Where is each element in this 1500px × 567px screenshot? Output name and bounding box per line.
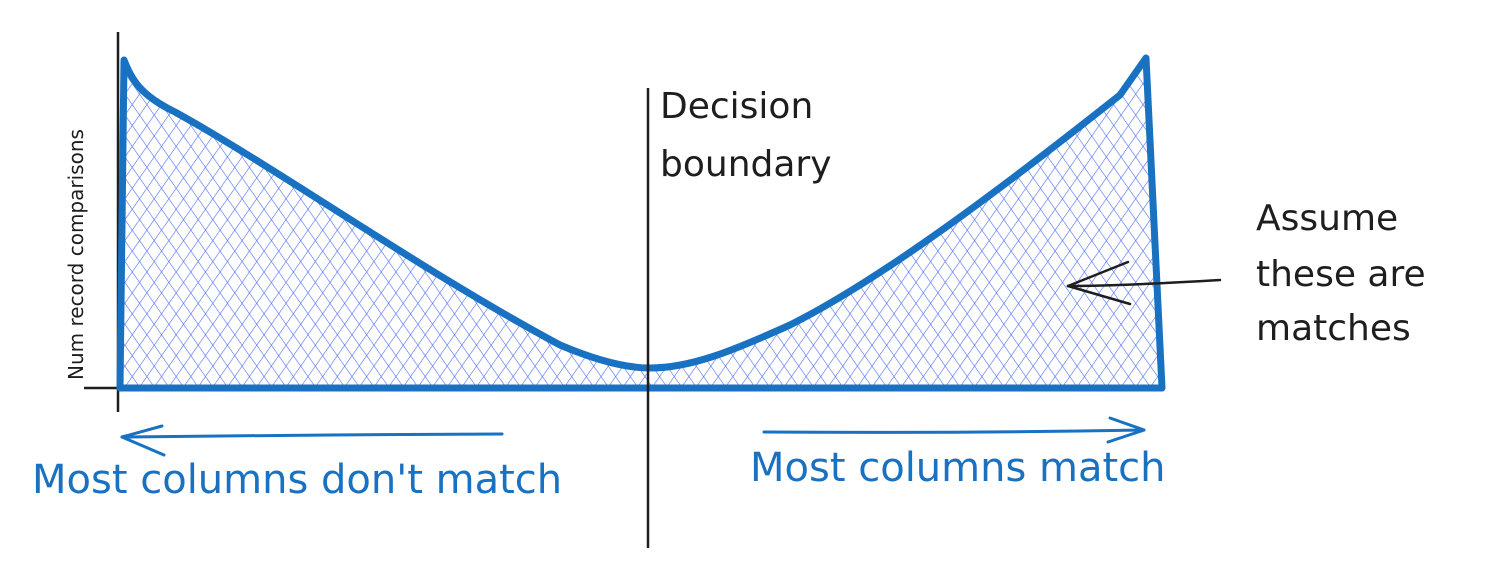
y-axis-label: Num record comparisons	[64, 129, 88, 380]
annotation-label-line1: Assume	[1256, 198, 1399, 239]
annotation-label-line2: these are	[1256, 254, 1426, 295]
annotation-arrow	[1066, 260, 1222, 306]
decision-boundary-label-line1: Decision	[660, 86, 814, 127]
right-arrow-label: Most columns match	[750, 445, 1166, 491]
right-arrow	[762, 416, 1146, 444]
decision-boundary-label-line2: boundary	[660, 144, 832, 185]
annotation-label-line3: matches	[1256, 308, 1411, 349]
left-arrow	[120, 424, 504, 457]
left-arrow-label: Most columns don't match	[32, 457, 563, 503]
distribution-area	[116, 54, 1166, 392]
